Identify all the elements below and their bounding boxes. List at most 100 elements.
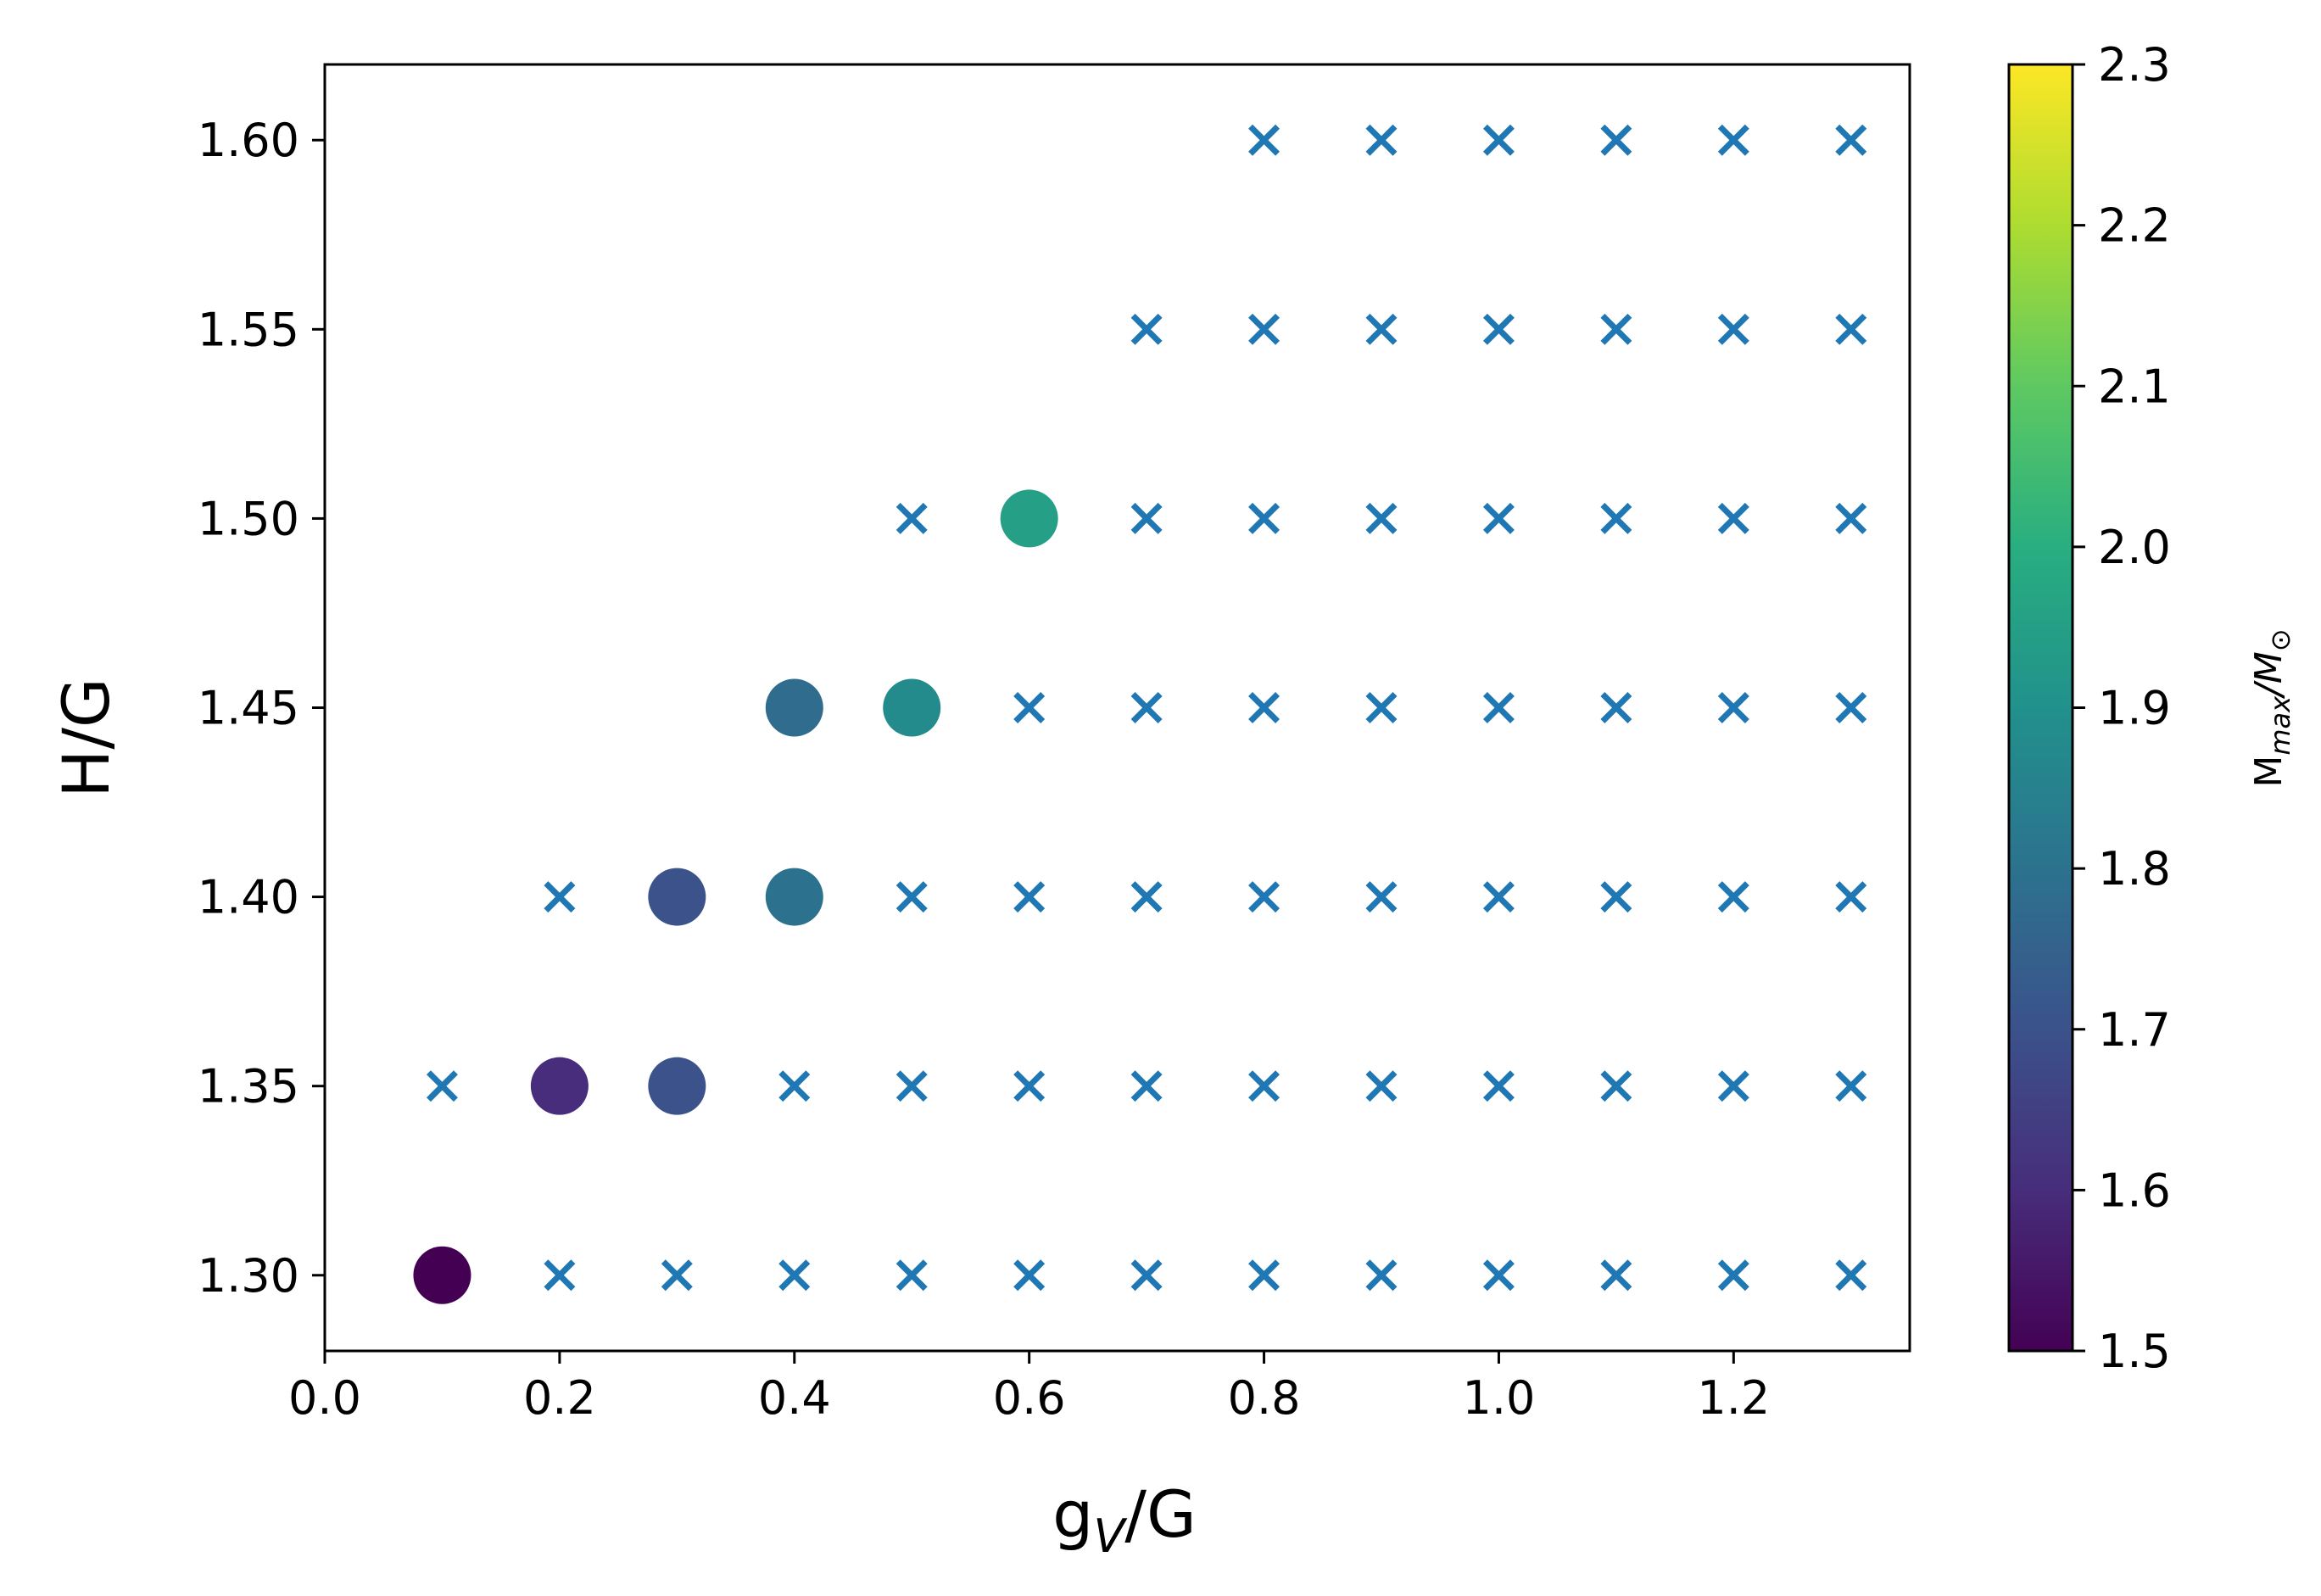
- x-marker: [1717, 881, 1749, 913]
- x-marker: [1248, 502, 1280, 534]
- data-markers: [413, 124, 1867, 1304]
- x-marker: [1248, 692, 1280, 723]
- circle-marker: [648, 1057, 706, 1115]
- x-marker: [1365, 1070, 1398, 1102]
- y-axis: 1.30 1.35 1.40 1.45 1.50 1.55 1.60: [198, 114, 325, 1303]
- colorbar-tick-label: 1.7: [2098, 1003, 2171, 1057]
- x-marker: [1013, 1259, 1046, 1292]
- x-marker: [544, 1259, 576, 1292]
- x-marker: [1600, 1259, 1632, 1292]
- circle-marker: [765, 678, 823, 737]
- x-marker: [1365, 124, 1398, 156]
- x-tick-label: 0.6: [993, 1371, 1066, 1425]
- circle-marker: [413, 1246, 471, 1304]
- x-marker: [895, 502, 928, 534]
- colorbar-ticks: 1.5 1.6 1.7 1.8 1.9 2.0 2.1 2.2 2.3: [2073, 38, 2171, 1378]
- x-marker: [778, 1259, 811, 1292]
- x-marker: [1365, 1259, 1398, 1292]
- x-marker: [1600, 1070, 1632, 1102]
- x-marker: [895, 881, 928, 913]
- x-marker: [1717, 313, 1749, 345]
- x-marker: [1130, 881, 1163, 913]
- x-marker: [1482, 1070, 1515, 1102]
- colorbar-gradient: [2007, 63, 2074, 1353]
- x-marker: [1365, 502, 1398, 534]
- x-marker: [1482, 313, 1515, 345]
- y-tick-label: 1.45: [198, 682, 299, 735]
- x-marker: [778, 1070, 811, 1102]
- x-marker: [1717, 1259, 1749, 1292]
- x-marker: [1835, 1259, 1867, 1292]
- y-tick-label: 1.60: [198, 114, 299, 167]
- x-marker: [1013, 881, 1046, 913]
- colorbar-tick-label: 1.8: [2098, 842, 2171, 896]
- x-marker: [1600, 124, 1632, 156]
- x-marker: [1013, 1070, 1046, 1102]
- x-marker: [895, 1259, 928, 1292]
- colorbar-tick-label: 2.1: [2098, 360, 2171, 413]
- cb-title-mid: /M: [2247, 651, 2290, 700]
- x-title-sub: V: [1093, 1510, 1128, 1563]
- colorbar: 1.5 1.6 1.7 1.8 1.9 2.0 2.1 2.2 2.3 Mmax/M⊙: [2007, 38, 2296, 1378]
- x-marker: [544, 881, 576, 913]
- x-marker: [1717, 1070, 1749, 1102]
- y-tick-label: 1.55: [198, 303, 299, 356]
- colorbar-tick-label: 2.3: [2098, 38, 2171, 92]
- x-marker: [426, 1070, 458, 1102]
- y-tick-label: 1.35: [198, 1060, 299, 1113]
- colorbar-tick-label: 2.0: [2098, 521, 2171, 574]
- x-marker: [1835, 881, 1867, 913]
- cb-title-base: M: [2247, 756, 2290, 788]
- x-marker: [1835, 502, 1867, 534]
- x-marker: [661, 1259, 693, 1292]
- cb-title-sub2: ⊙: [2264, 628, 2296, 651]
- colorbar-tick-label: 1.9: [2098, 682, 2171, 735]
- x-marker: [1013, 692, 1046, 723]
- x-tick-label: 1.2: [1697, 1371, 1770, 1425]
- colorbar-tick-label: 1.5: [2098, 1325, 2171, 1378]
- x-marker: [1248, 1259, 1280, 1292]
- x-marker: [1600, 881, 1632, 913]
- x-marker: [1482, 692, 1515, 723]
- x-marker: [1835, 124, 1867, 156]
- x-marker: [1717, 124, 1749, 156]
- x-marker: [1365, 313, 1398, 345]
- x-marker: [1365, 692, 1398, 723]
- x-marker: [1600, 313, 1632, 345]
- x-axis-title: gV/G: [1052, 1476, 1197, 1563]
- x-marker: [1600, 502, 1632, 534]
- x-marker: [1248, 881, 1280, 913]
- x-tick-label: 0.8: [1228, 1371, 1301, 1425]
- circle-marker: [530, 1057, 589, 1115]
- x-marker: [1130, 692, 1163, 723]
- circle-marker: [648, 868, 706, 926]
- x-marker: [1482, 502, 1515, 534]
- x-marker: [1130, 1259, 1163, 1292]
- x-title-base: g: [1052, 1476, 1093, 1552]
- y-tick-label: 1.40: [198, 871, 299, 924]
- circle-marker: [765, 868, 823, 926]
- x-marker: [1835, 692, 1867, 723]
- x-tick-label: 0.0: [288, 1371, 361, 1425]
- x-marker: [895, 1070, 928, 1102]
- x-marker: [1130, 1070, 1163, 1102]
- colorbar-title: Mmax/M⊙: [2247, 628, 2296, 787]
- x-marker: [1482, 1259, 1515, 1292]
- x-marker: [1482, 881, 1515, 913]
- x-marker: [1248, 124, 1280, 156]
- circle-marker: [883, 678, 941, 737]
- x-title-rest: /G: [1124, 1476, 1197, 1552]
- y-tick-label: 1.50: [198, 492, 299, 545]
- x-marker: [1600, 692, 1632, 723]
- x-tick-label: 1.0: [1462, 1371, 1535, 1425]
- x-marker: [1835, 313, 1867, 345]
- x-marker: [1482, 124, 1515, 156]
- y-axis-title: H/G: [48, 678, 124, 798]
- x-marker: [1835, 1070, 1867, 1102]
- x-tick-label: 0.4: [758, 1371, 831, 1425]
- x-marker: [1717, 692, 1749, 723]
- cb-title-sub1: max: [2264, 695, 2296, 756]
- x-marker: [1365, 881, 1398, 913]
- x-tick-label: 0.2: [523, 1371, 596, 1425]
